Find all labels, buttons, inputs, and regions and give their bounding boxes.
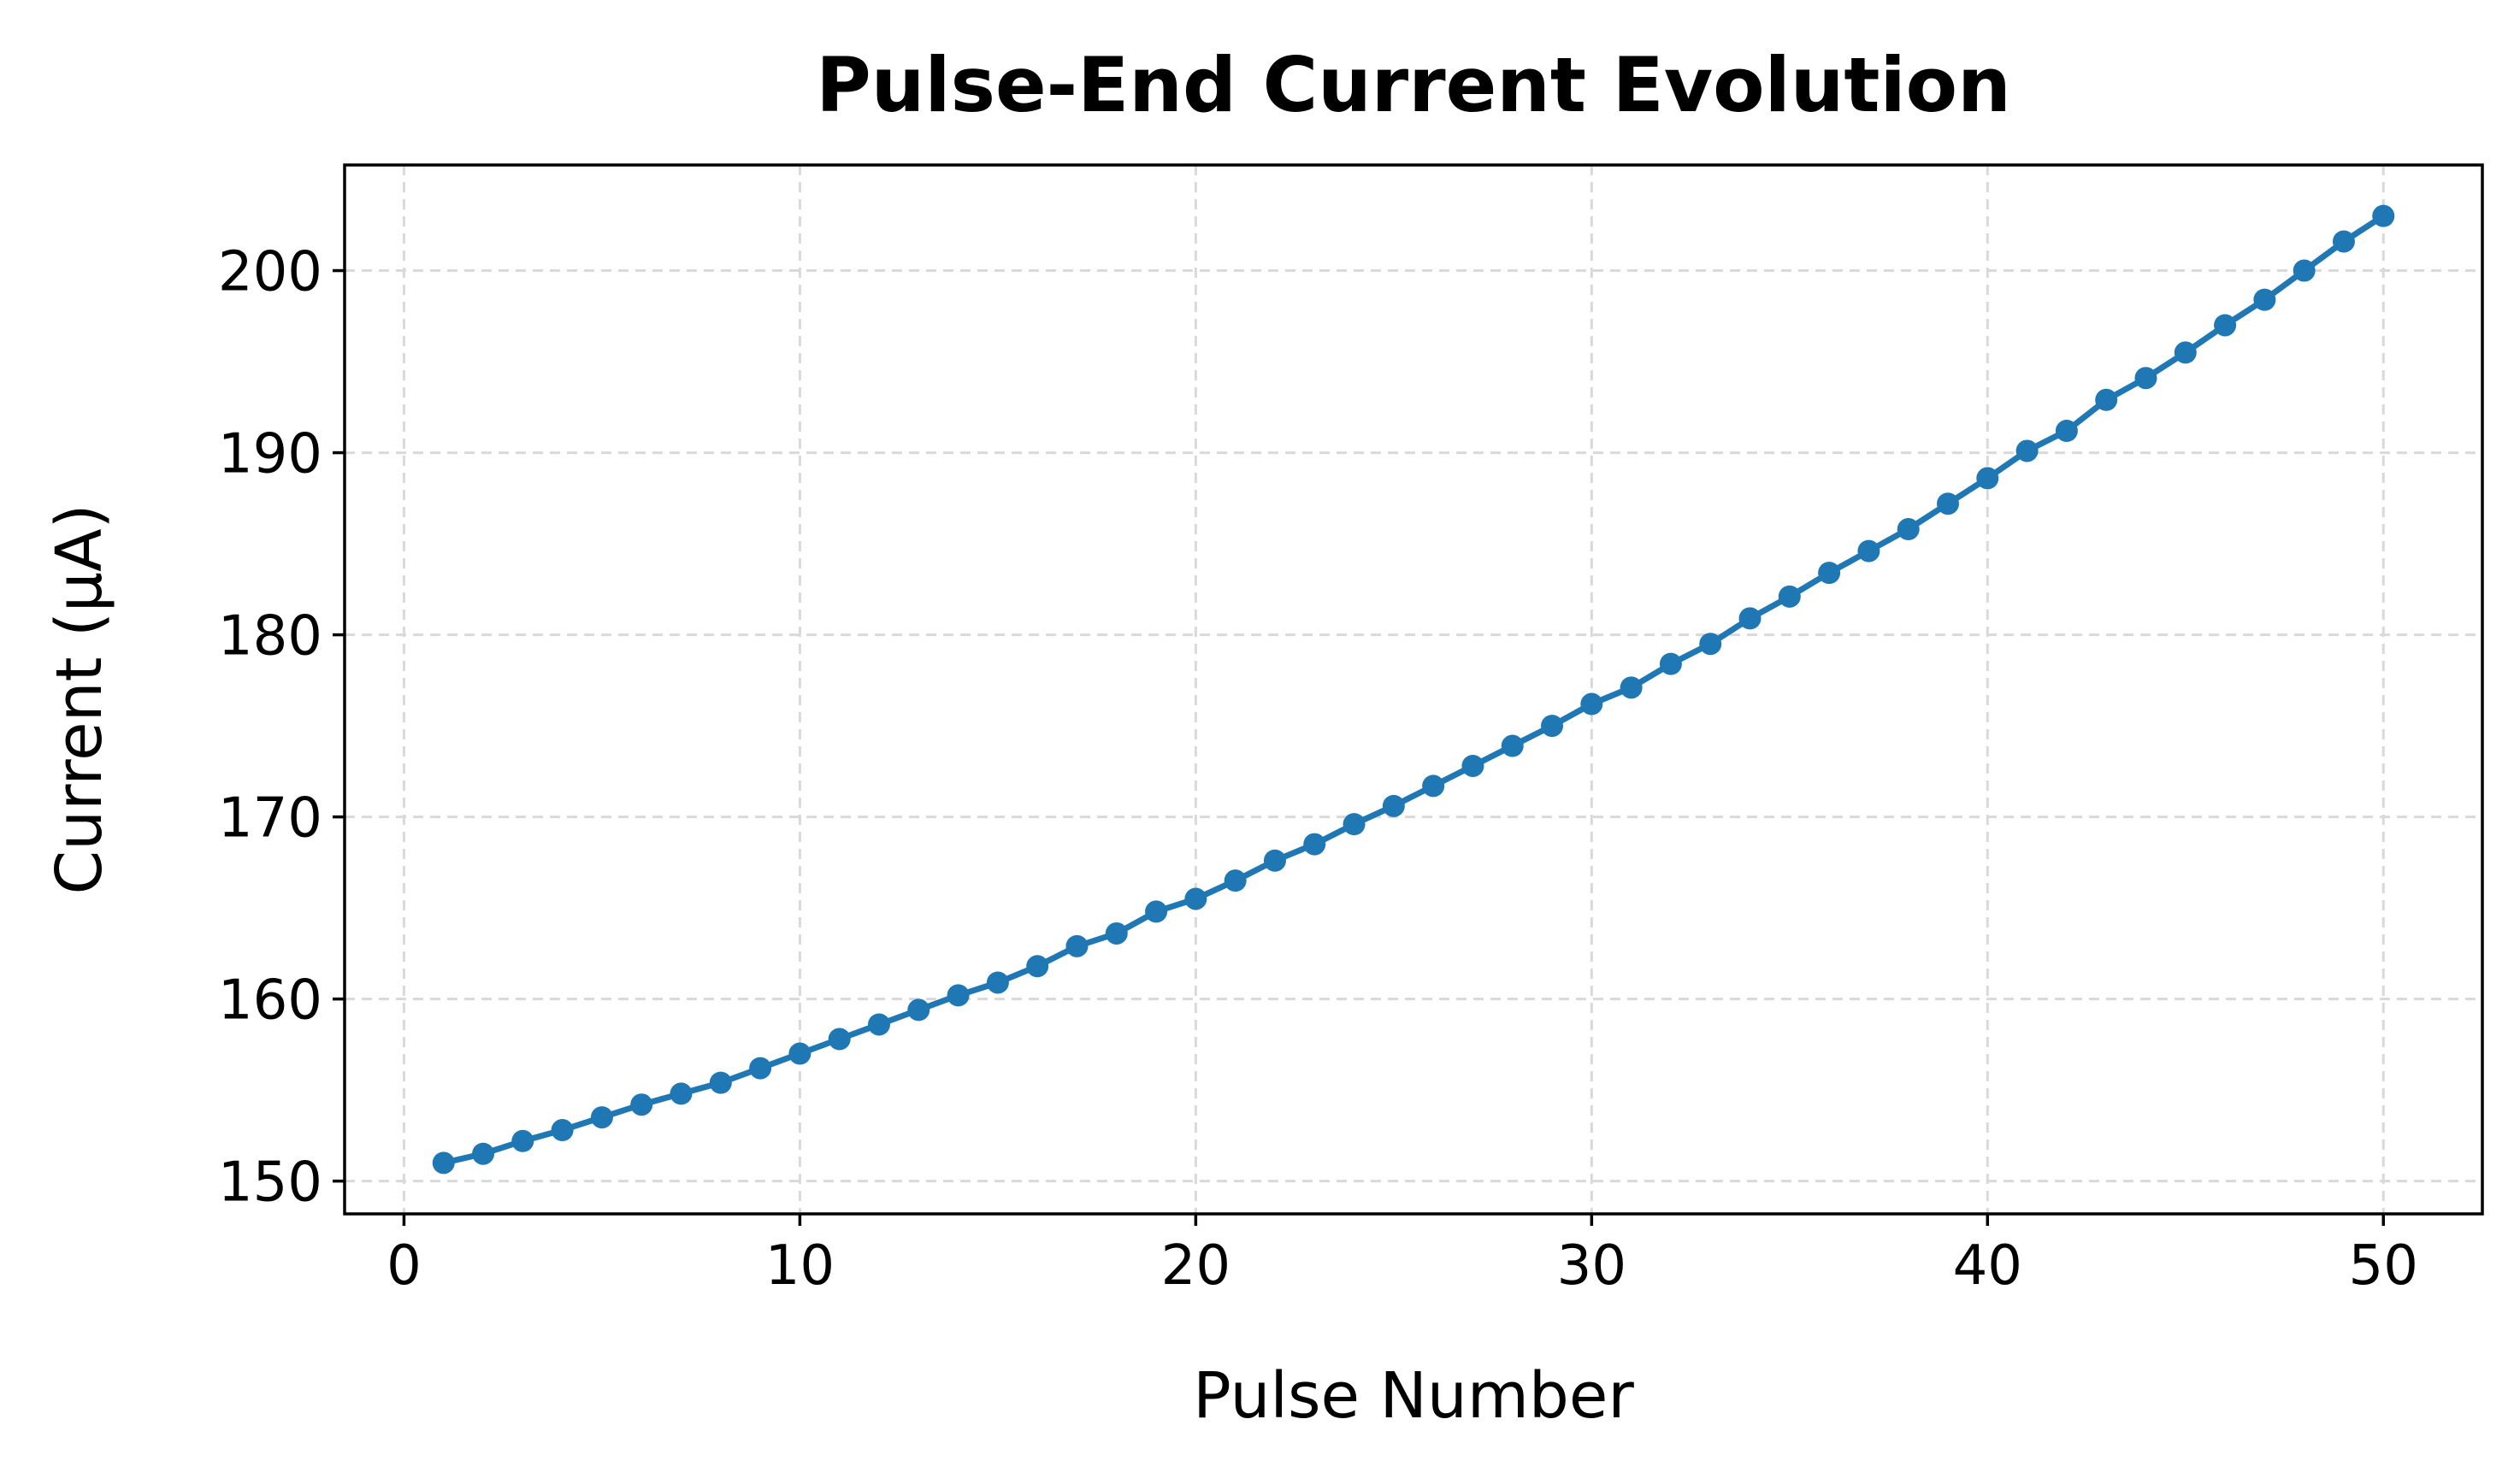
x-tick-label: 10	[765, 1234, 835, 1298]
x-axis-ticks: 0 10 20 30 40 50	[387, 1214, 2418, 1298]
data-point	[1738, 607, 1762, 630]
x-tick-label: 0	[387, 1234, 422, 1298]
x-tick-label: 40	[1953, 1234, 2022, 1298]
y-tick-label: 160	[218, 969, 322, 1033]
x-tick-label: 50	[2349, 1234, 2418, 1298]
data-point	[1580, 692, 1603, 716]
x-tick-label: 30	[1557, 1234, 1626, 1298]
data-point	[1026, 955, 1049, 978]
data-point	[630, 1093, 653, 1116]
data-point	[1620, 676, 1643, 699]
data-point	[986, 971, 1009, 994]
data-point	[947, 984, 970, 1007]
data-point	[1897, 518, 1920, 541]
data-point	[551, 1119, 574, 1142]
data-point	[2095, 388, 2118, 411]
data-point	[1699, 633, 1722, 656]
data-point	[2253, 288, 2276, 311]
data-point	[2214, 314, 2237, 337]
y-tick-label: 200	[218, 241, 322, 304]
series-line	[440, 213, 2387, 1166]
chart-title: Pulse-End Current Evolution	[816, 41, 2010, 129]
data-point	[1778, 585, 1801, 608]
data-point	[1818, 562, 1841, 585]
data-point	[1184, 887, 1207, 910]
plot-series	[432, 204, 2395, 1175]
data-point	[511, 1129, 534, 1152]
data-point	[1343, 813, 1366, 836]
data-point	[1937, 492, 1959, 515]
data-point	[749, 1057, 772, 1080]
data-point	[2332, 230, 2355, 253]
x-tick-label: 20	[1161, 1234, 1230, 1298]
data-point	[2293, 259, 2316, 282]
data-point	[472, 1142, 495, 1165]
x-axis-label: Pulse Number	[1193, 1359, 1634, 1433]
data-point	[1224, 869, 1247, 892]
data-point	[590, 1106, 613, 1129]
plot-frame	[343, 163, 2484, 1216]
data-point	[1303, 833, 1326, 856]
grid	[345, 165, 2482, 1214]
data-point	[1501, 734, 1524, 757]
data-point	[2174, 341, 2197, 364]
y-tick-label: 190	[218, 423, 322, 486]
data-point	[1461, 754, 1484, 777]
data-point	[2055, 420, 2078, 443]
data-point	[709, 1071, 732, 1094]
data-point	[1105, 922, 1128, 945]
data-point	[868, 1013, 890, 1036]
data-point	[1422, 774, 1445, 798]
data-point	[1976, 467, 1999, 490]
data-point	[2372, 204, 2395, 227]
data-point	[1541, 715, 1564, 738]
data-point	[1857, 539, 1880, 562]
data-point	[1065, 934, 1089, 957]
data-point	[907, 998, 930, 1022]
data-point	[2015, 439, 2039, 462]
y-tick-label: 180	[218, 605, 322, 668]
data-point	[788, 1042, 811, 1065]
data-point	[1263, 849, 1286, 872]
y-axis-ticks: 150 160 170 180 190 200	[218, 241, 345, 1215]
y-tick-label: 170	[218, 787, 322, 851]
data-point	[670, 1082, 693, 1105]
data-point	[2134, 367, 2157, 390]
y-axis-label: Current (μA)	[43, 504, 116, 895]
data-point	[432, 1151, 455, 1175]
y-tick-label: 150	[218, 1151, 322, 1215]
data-point	[1659, 652, 1682, 675]
data-point	[1382, 794, 1405, 817]
data-point	[828, 1028, 851, 1051]
data-point	[1145, 900, 1168, 923]
